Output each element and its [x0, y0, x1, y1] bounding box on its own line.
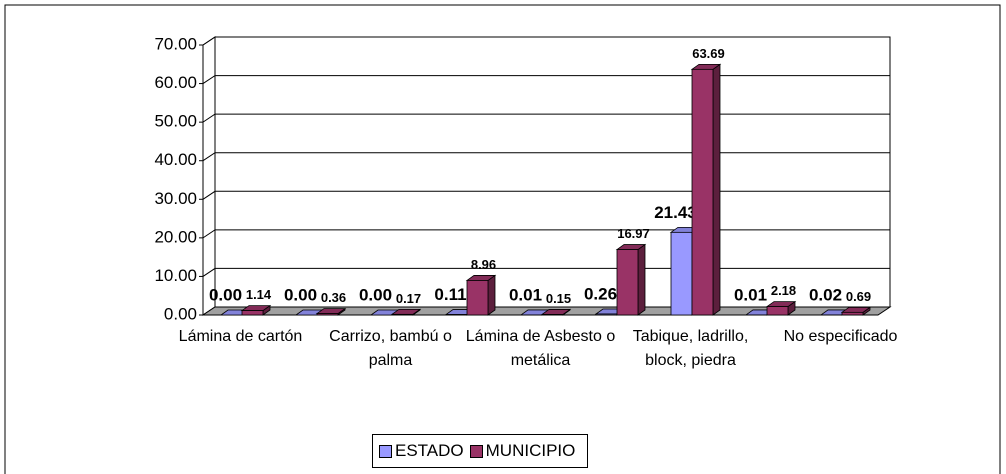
grid-line: [202, 36, 890, 46]
bar: [241, 310, 264, 316]
y-tick-label: 50.00: [154, 112, 197, 131]
bar-side: [712, 63, 721, 316]
data-label: 0.01: [509, 285, 542, 304]
bar: [316, 313, 339, 316]
y-tick-label: 60.00: [154, 73, 197, 92]
x-tick-label: No especificado: [783, 328, 898, 345]
legend: ESTADO MUNICIPIO: [372, 434, 589, 468]
data-label: 0.69: [846, 289, 871, 304]
legend-label: MUNICIPIO: [485, 441, 576, 460]
data-label: 2.18: [771, 283, 796, 298]
legend-item: MUNICIPIO: [469, 441, 576, 461]
bar: [466, 280, 489, 316]
data-label: 0.00: [209, 285, 242, 304]
bar: [691, 68, 714, 316]
y-tick-label: 40.00: [154, 150, 197, 169]
y-tick-label: 20.00: [154, 227, 197, 246]
bar-side: [487, 274, 496, 316]
y-tick-label: 10.00: [154, 266, 197, 285]
data-label: 0.00: [359, 285, 392, 304]
data-label: 0.00: [284, 285, 317, 304]
back-wall: [214, 36, 891, 308]
data-label: 21.43: [654, 203, 697, 222]
chart-border: [4, 4, 1001, 474]
grid-line: [202, 190, 890, 200]
bar: [841, 311, 864, 316]
x-tick-label: Tabique, ladrillo, block, piedra: [632, 328, 749, 369]
x-tick-label: Lámina de cartón: [178, 328, 303, 345]
grid-line: [202, 267, 890, 277]
bar-side: [637, 243, 646, 316]
data-label: 0.15: [546, 291, 571, 306]
legend-item: ESTADO: [379, 441, 464, 461]
y-tick-label: 30.00: [154, 189, 197, 208]
data-label: 8.96: [471, 257, 496, 272]
bar: [595, 313, 618, 316]
bar: [670, 231, 693, 316]
bar: [391, 313, 414, 316]
data-label: 0.17: [396, 291, 421, 306]
y-tick-label: 0.00: [164, 304, 197, 323]
legend-label: ESTADO: [395, 441, 464, 460]
data-label: 0.26: [584, 284, 617, 303]
data-label: 0.36: [321, 290, 346, 305]
side-wall: [202, 36, 216, 316]
legend-swatch: [469, 444, 483, 458]
bar: [616, 249, 639, 316]
bar: [766, 306, 789, 316]
grid-line: [202, 75, 890, 84]
data-label: 0.02: [809, 285, 842, 304]
x-tick-label: Carrizo, bambú o palma: [329, 328, 452, 369]
y-tick-label: 70.00: [154, 34, 197, 53]
data-label: 0.11: [434, 285, 466, 304]
data-label: 16.97: [617, 226, 650, 241]
grid-line: [202, 113, 890, 123]
bar: [541, 314, 564, 316]
data-label: 63.69: [692, 46, 725, 61]
data-label: 0.01: [734, 285, 767, 304]
legend-swatch: [379, 444, 392, 458]
grid-line: [202, 229, 890, 239]
data-label: 1.14: [246, 287, 272, 302]
grid-line: [202, 152, 890, 162]
x-tick-label: Lámina de Asbesto o metálica: [465, 328, 616, 369]
